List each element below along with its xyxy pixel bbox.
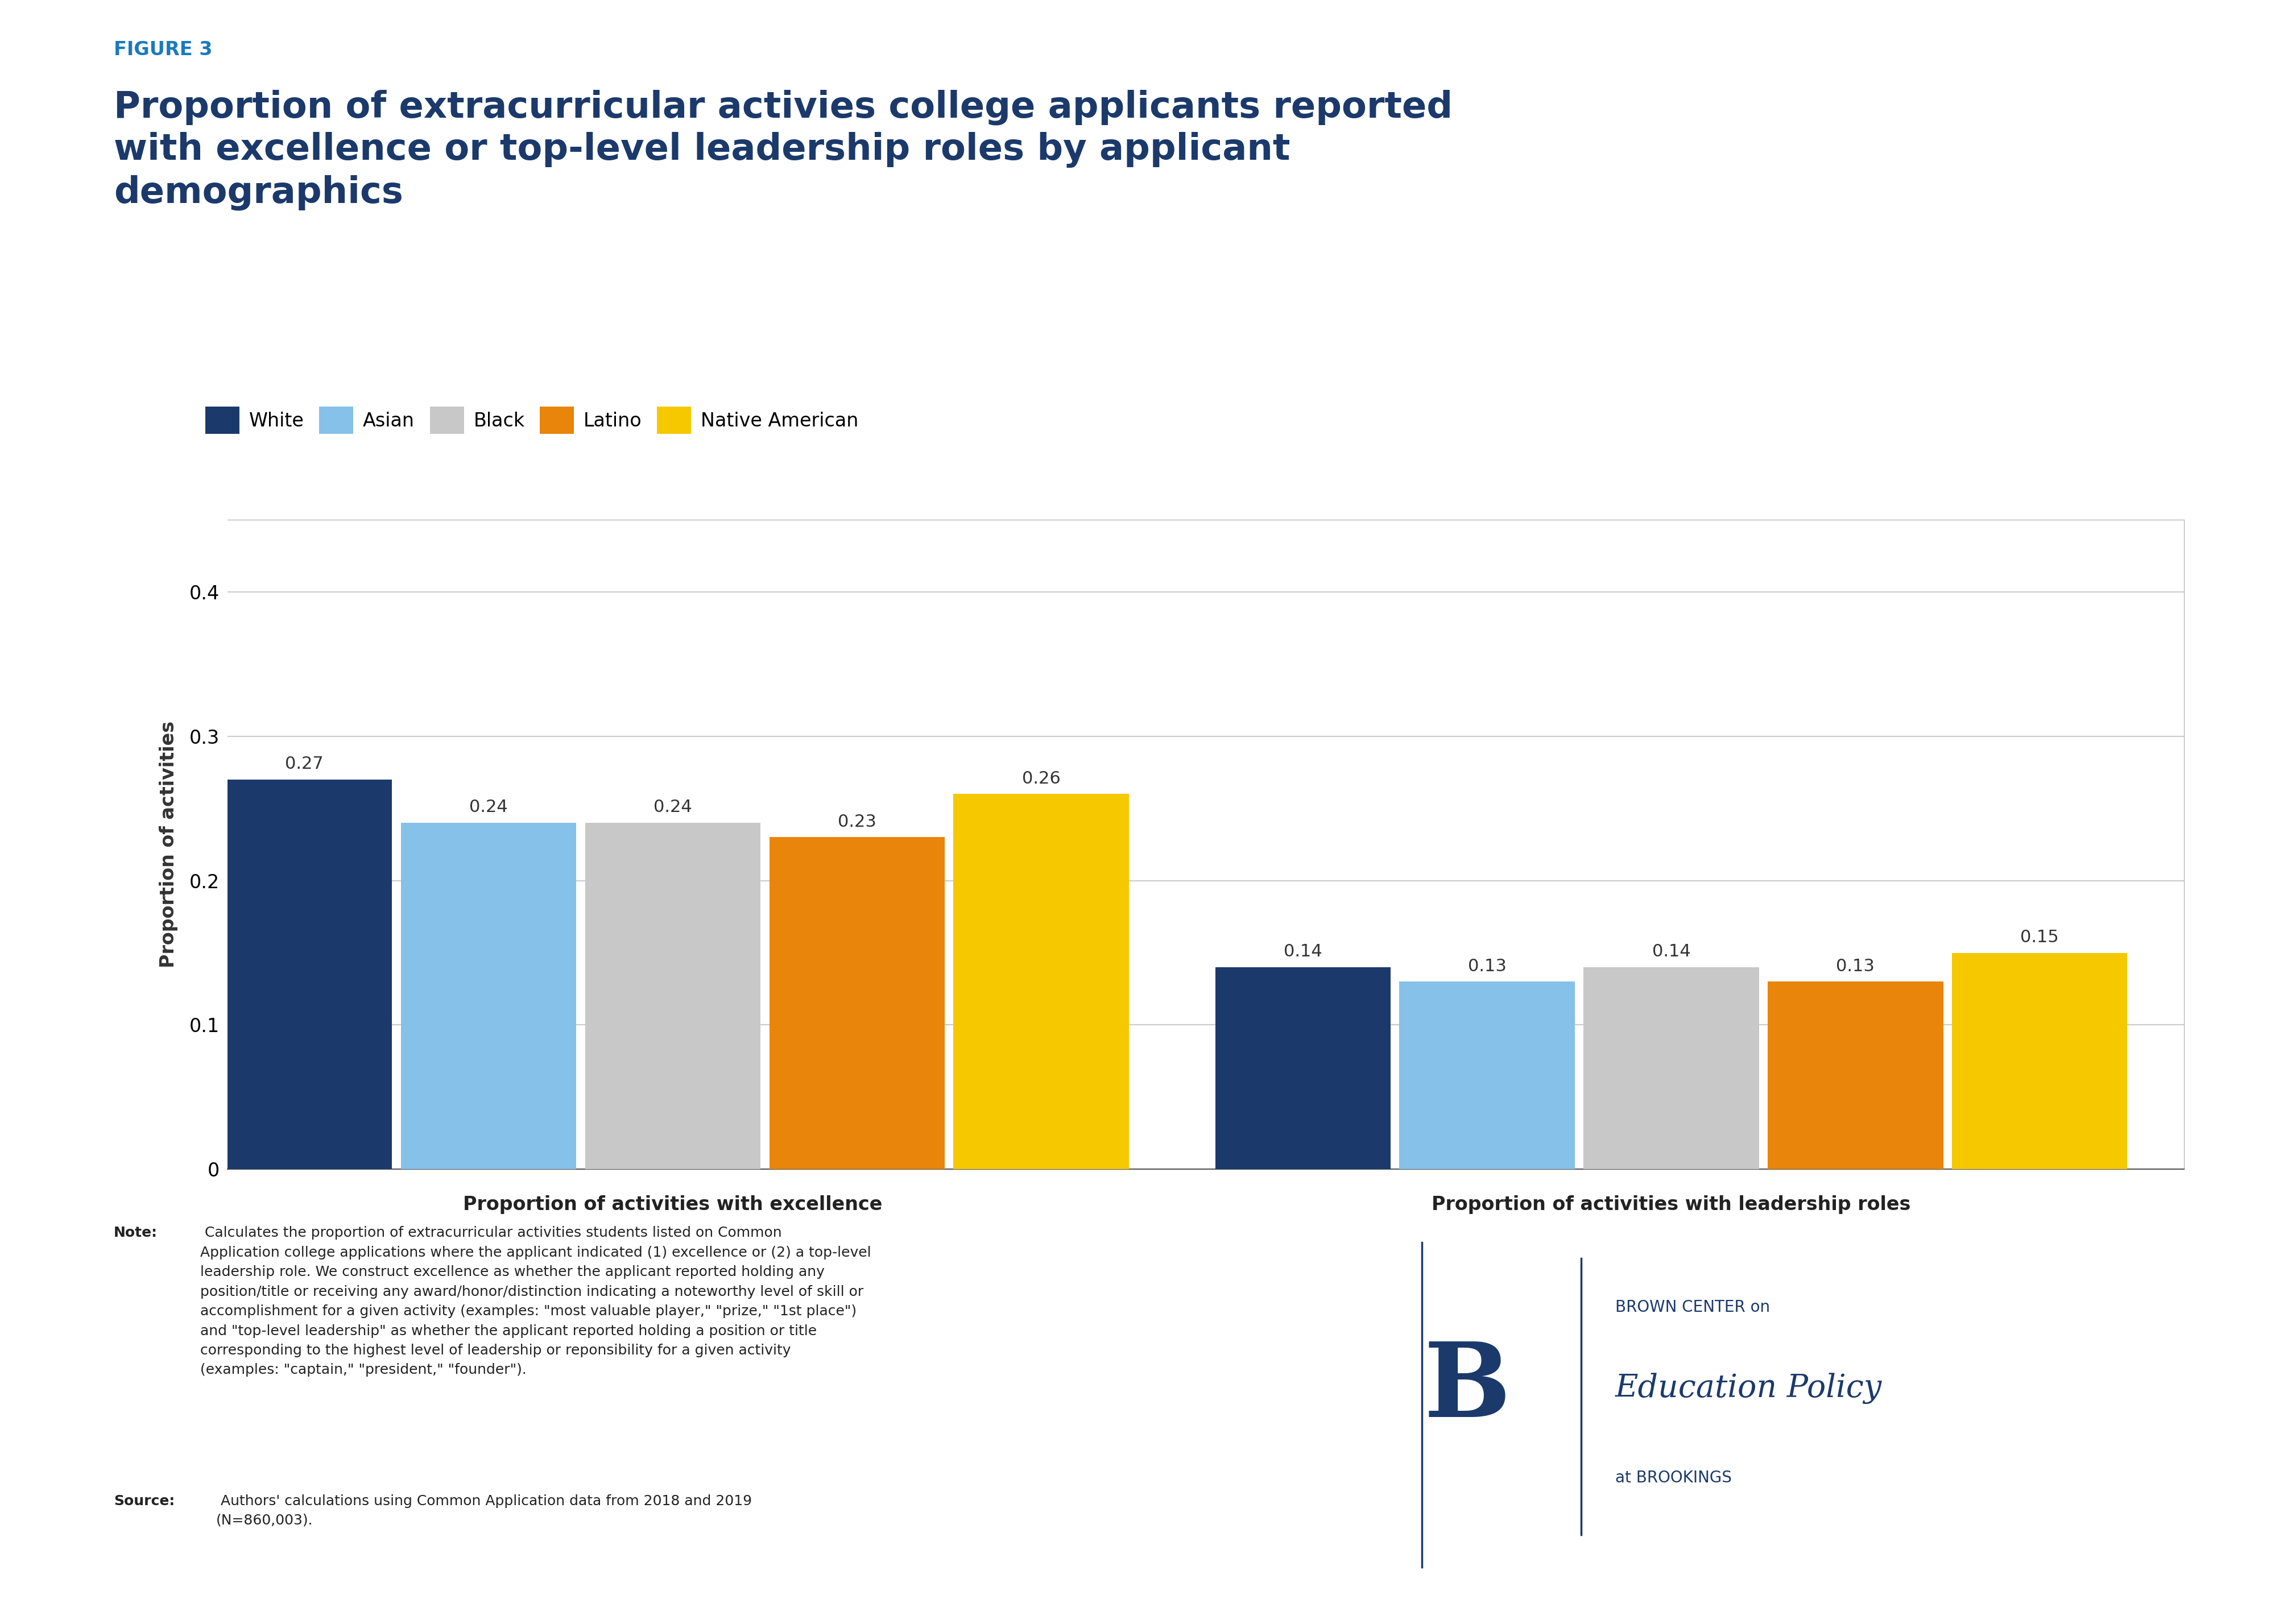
Text: Proportion of activities with excellence: Proportion of activities with excellence: [464, 1195, 883, 1215]
Text: 0.26: 0.26: [1021, 770, 1060, 786]
Text: 0.13: 0.13: [1836, 958, 1875, 974]
Bar: [585, 823, 760, 1169]
Text: Education Policy: Education Policy: [1615, 1372, 1881, 1405]
Bar: [953, 794, 1128, 1169]
Text: Note:: Note:: [114, 1226, 157, 1239]
Text: B: B: [1424, 1338, 1511, 1439]
Bar: [216, 780, 391, 1169]
Text: BROWN CENTER on: BROWN CENTER on: [1615, 1299, 1770, 1315]
Text: 0.27: 0.27: [284, 755, 323, 773]
Text: Proportion of extracurricular activies college applicants reported
with excellen: Proportion of extracurricular activies c…: [114, 89, 1454, 209]
Text: Authors' calculations using Common Application data from 2018 and 2019
(N=860,00: Authors' calculations using Common Appli…: [216, 1494, 751, 1527]
Text: 0.24: 0.24: [469, 799, 507, 815]
Bar: [769, 838, 944, 1169]
Text: FIGURE 3: FIGURE 3: [114, 41, 212, 60]
Bar: [1583, 968, 1759, 1169]
Bar: [1952, 953, 2127, 1169]
Text: Proportion of activities with leadership roles: Proportion of activities with leadership…: [1431, 1195, 1911, 1215]
Bar: [400, 823, 576, 1169]
Text: 0.13: 0.13: [1467, 958, 1506, 974]
Text: 0.23: 0.23: [837, 814, 876, 830]
Bar: [1768, 981, 1943, 1169]
Text: 0.14: 0.14: [1652, 944, 1690, 960]
Text: Source:: Source:: [114, 1494, 175, 1507]
Bar: [1215, 968, 1390, 1169]
Text: at BROOKINGS: at BROOKINGS: [1615, 1470, 1731, 1486]
Text: 0.15: 0.15: [2020, 929, 2059, 945]
Legend: White, Asian, Black, Latino, Native American: White, Asian, Black, Latino, Native Amer…: [198, 400, 867, 442]
Text: Calculates the proportion of extracurricular activities students listed on Commo: Calculates the proportion of extracurric…: [200, 1226, 871, 1377]
Y-axis label: Proportion of activities: Proportion of activities: [159, 721, 177, 968]
Text: 0.14: 0.14: [1283, 944, 1322, 960]
Bar: [1399, 981, 1574, 1169]
Text: 0.24: 0.24: [653, 799, 692, 815]
